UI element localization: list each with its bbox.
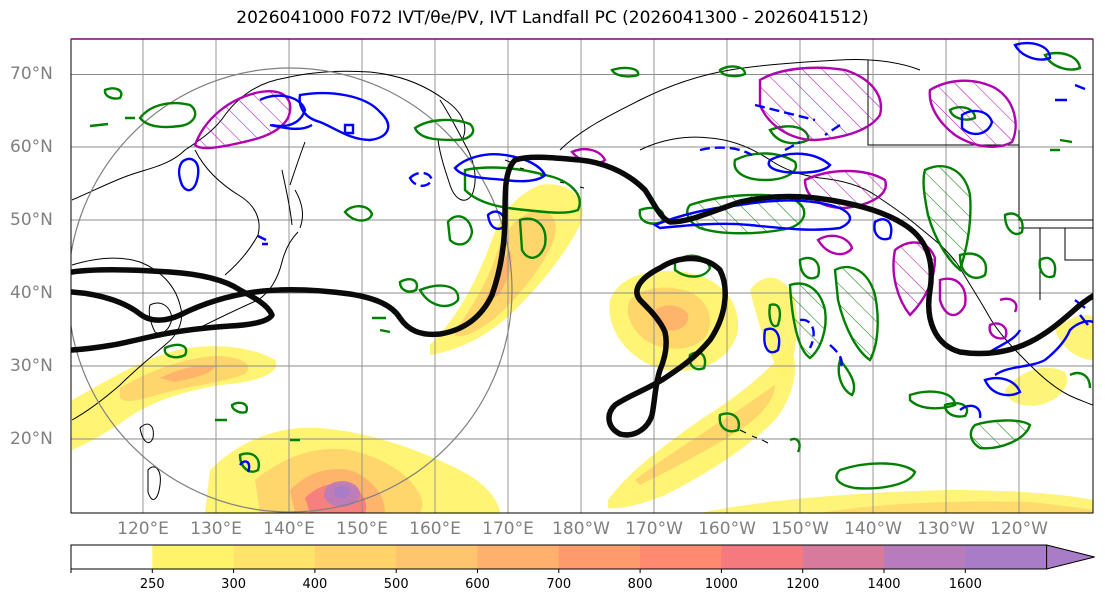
colorbar-tick-label: 1200	[786, 577, 820, 592]
colorbar-swatch	[233, 545, 316, 569]
map-title: 2026041000 F072 IVT/θe/PV, IVT Landfall …	[236, 8, 869, 28]
lon-label: 170°W	[625, 519, 683, 539]
lon-label: 120°W	[990, 519, 1048, 539]
colorbar-swatch	[721, 545, 804, 569]
ivt-thick-contour	[71, 154, 1093, 438]
colorbar-tick-label: 1000	[704, 577, 738, 592]
lon-label: 140°W	[844, 519, 902, 539]
colorbar-tick-label: 300	[221, 577, 247, 592]
lon-label: 160°E	[409, 519, 461, 539]
lon-label: 150°W	[771, 519, 829, 539]
colorbar-tick-label: 250	[139, 577, 165, 592]
lon-label: 150°E	[336, 519, 388, 539]
colorbar-swatch	[152, 545, 235, 569]
colorbar-extend-arrow	[1046, 544, 1095, 570]
colorbar-swatch	[802, 545, 885, 569]
colorbar-swatch	[314, 545, 397, 569]
lat-label: 20°N	[10, 429, 53, 449]
colorbar-swatch	[558, 545, 641, 569]
lon-label: 140°E	[263, 519, 315, 539]
colorbar-tick-label: 500	[383, 577, 409, 592]
colorbar-tick-label: 600	[465, 577, 490, 592]
lon-label: 180°W	[552, 519, 610, 539]
colorbar-swatch	[640, 545, 722, 569]
colorbar-swatch	[477, 545, 560, 569]
theta-e-contours	[177, 41, 1093, 473]
colorbar-tick-label: 700	[546, 577, 572, 592]
colorbar-tick-label: 400	[302, 577, 328, 592]
map-area	[71, 39, 1093, 513]
colorbar-swatch	[71, 545, 153, 569]
range-circle	[71, 67, 513, 513]
colorbar-tick-label: 1400	[867, 577, 901, 592]
lon-label: 120°E	[117, 519, 169, 539]
lat-label: 30°N	[10, 356, 53, 376]
ivt-shading	[72, 184, 1093, 513]
colorbar-swatch	[965, 545, 1048, 569]
colorbar-tick-label: 1600	[948, 577, 982, 592]
pv-contours	[193, 66, 1018, 340]
colorbar-swatch	[884, 545, 966, 569]
lon-label: 160°W	[698, 519, 756, 539]
lon-label: 130°E	[190, 519, 242, 539]
lat-label: 40°N	[10, 283, 53, 303]
colorbar-tick-label: 800	[627, 577, 653, 592]
lat-label: 50°N	[10, 210, 53, 230]
colorbar	[70, 544, 1095, 573]
colorbar-swatch	[396, 545, 478, 569]
lat-label: 60°N	[10, 137, 53, 157]
lon-label: 130°W	[917, 519, 975, 539]
lon-label: 170°E	[482, 519, 534, 539]
lat-label: 70°N	[10, 64, 53, 84]
